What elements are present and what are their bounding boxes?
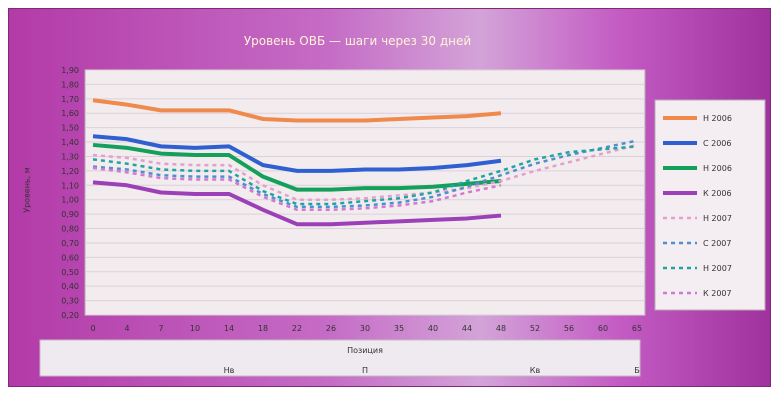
x-tick-label: 22 — [292, 324, 302, 333]
y-tick-label: 1,00 — [61, 196, 79, 205]
x-tick-label: 65 — [632, 324, 642, 333]
x-tick-label: 44 — [462, 324, 472, 333]
legend-label: Н 2006 — [703, 114, 732, 123]
legend-label: Н 2006 — [703, 164, 732, 173]
legend-label: Н 2007 — [703, 264, 732, 273]
group-label: Нв — [224, 366, 235, 375]
x-tick-label: 18 — [258, 324, 268, 333]
series-line — [92, 139, 638, 209]
y-tick-label: 0,30 — [61, 297, 79, 306]
x-tick-label: 35 — [394, 324, 404, 333]
x-tick-label: 10 — [190, 324, 200, 333]
title-banner: Уровень ОВБ — шаги через 30 дней — [130, 26, 585, 56]
legend-label: Н 2007 — [703, 214, 732, 223]
x-tick-label: 14 — [224, 324, 234, 333]
y-tick-label: 1,20 — [61, 167, 79, 176]
y-tick-label: 1,10 — [61, 181, 79, 190]
y-tick-label: 1,30 — [61, 152, 79, 161]
y-tick-label: 0,40 — [61, 282, 79, 291]
x-tick-label: 4 — [124, 324, 129, 333]
x-tick-label: 52 — [530, 324, 540, 333]
chart-title: Уровень ОВБ — шаги через 30 дней — [243, 34, 472, 48]
x-tick-label: 26 — [326, 324, 336, 333]
y-tick-label: 0,20 — [61, 311, 79, 320]
legend-label: К 2007 — [703, 289, 732, 298]
x-tick-label: 0 — [90, 324, 95, 333]
x-tick-label: 30 — [360, 324, 370, 333]
x-tick-label: 56 — [564, 324, 574, 333]
x-axis-strip — [39, 339, 641, 377]
series-line — [92, 98, 502, 123]
series-line — [92, 166, 502, 212]
series-line — [92, 180, 502, 227]
y-tick-label: 1,80 — [61, 80, 79, 89]
legend-label: К 2006 — [703, 189, 732, 198]
legend-label: С 2007 — [703, 239, 732, 248]
y-tick-label: 1,60 — [61, 109, 79, 118]
y-tick-label: 1,50 — [61, 124, 79, 133]
y-tick-label: 0,60 — [61, 253, 79, 262]
series-line — [92, 134, 502, 173]
group-label: Кв — [530, 366, 541, 375]
legend-box — [654, 99, 766, 311]
y-tick-label: 0,50 — [61, 268, 79, 277]
series-line — [92, 143, 638, 201]
x-tick-label: 7 — [158, 324, 163, 333]
y-tick-label: 1,90 — [61, 66, 79, 75]
x-tick-label: 40 — [428, 324, 438, 333]
y-tick-label: 0,70 — [61, 239, 79, 248]
group-label: Б — [634, 366, 640, 375]
x-axis-title: Позиция — [347, 346, 383, 355]
y-tick-label: 1,70 — [61, 95, 79, 104]
series-line — [92, 145, 638, 206]
x-tick-label: 60 — [598, 324, 608, 333]
legend-label: С 2006 — [703, 139, 732, 148]
x-tick-label: 48 — [496, 324, 506, 333]
y-tick-label: 0,80 — [61, 225, 79, 234]
y-tick-label: 0,90 — [61, 210, 79, 219]
group-label: П — [362, 366, 368, 375]
series-line — [92, 142, 502, 192]
y-tick-label: 1,40 — [61, 138, 79, 147]
